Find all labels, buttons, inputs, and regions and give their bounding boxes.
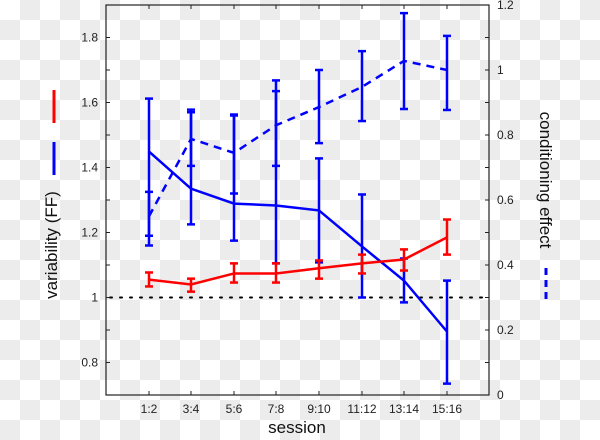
x-tick-label: 13:14 <box>389 402 419 416</box>
x-tick-label: 7:8 <box>268 402 285 416</box>
y2-axis-title: conditioning effect <box>536 112 555 249</box>
series-line <box>148 236 448 286</box>
y-axis-title: variability (FF) <box>42 191 61 299</box>
y-tick-label: 1.2 <box>81 226 98 240</box>
y-tick-label: 0.8 <box>81 356 98 370</box>
series-0 <box>145 218 451 293</box>
y2-tick-label: 1 <box>497 63 504 77</box>
y-tick-label: 1.4 <box>81 161 98 175</box>
y2-tick-label: 0.8 <box>497 128 514 142</box>
plot-frame <box>105 4 490 396</box>
x-tick-label: 11:12 <box>347 402 376 416</box>
x-axis: 1:2 3:4 5:6 7:8 9:10 11:12 13:14 15:16 <box>141 5 462 416</box>
y-axis-left: 0.8 1 1.2 1.4 1.6 1.8 <box>81 4 110 396</box>
x-axis-title: session <box>268 418 326 437</box>
series-1 <box>145 79 451 385</box>
x-tick-label: 9:10 <box>307 402 331 416</box>
y2-tick-label: 0.2 <box>497 323 514 337</box>
series-line <box>147 59 448 217</box>
y2-tick-label: 0 <box>497 388 504 402</box>
y-tick-label: 1.8 <box>81 31 98 45</box>
y2-tick-label: 1.2 <box>497 0 514 12</box>
series-line <box>148 150 448 333</box>
y2-tick-label: 0.4 <box>497 258 514 272</box>
y-tick-label: 1.6 <box>81 96 98 110</box>
y-axis-right: 0 0.2 0.4 0.6 0.8 1 1.2 <box>485 0 514 402</box>
y-tick-label: 1 <box>91 291 98 305</box>
x-tick-label: 3:4 <box>183 402 200 416</box>
plot-area <box>109 11 486 385</box>
y2-tick-label: 0.6 <box>497 193 514 207</box>
x-tick-label: 1:2 <box>141 402 158 416</box>
x-tick-label: 15:16 <box>432 402 462 416</box>
x-tick-label: 5:6 <box>226 402 243 416</box>
